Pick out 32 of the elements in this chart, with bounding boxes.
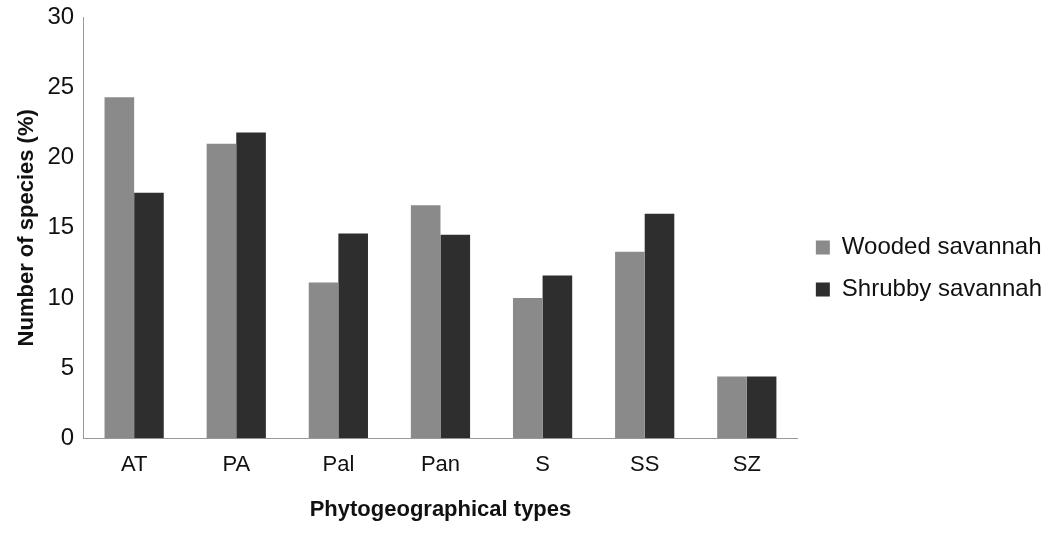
y-tick-label: 0: [60, 422, 75, 450]
x-axis-title: Phytogeographical types: [309, 495, 572, 521]
bar: [440, 234, 471, 439]
bar: [104, 97, 135, 439]
x-tick-label: Pal: [322, 451, 355, 477]
y-tick-label: 25: [47, 72, 75, 100]
legend-label: Shrubby savannah: [841, 274, 1043, 302]
bar: [134, 192, 164, 439]
bar: [542, 275, 573, 439]
bar: [746, 376, 777, 439]
x-tick-label: S: [535, 451, 550, 477]
x-tick-label: AT: [120, 451, 148, 477]
bar: [615, 251, 645, 439]
y-tick-label: 5: [60, 352, 75, 380]
bar: [338, 233, 368, 439]
bar: [410, 205, 441, 439]
y-tick-label: 15: [47, 212, 75, 240]
bar: [717, 376, 747, 439]
y-tick-label: 10: [47, 282, 75, 310]
bar: [512, 297, 543, 439]
y-tick-label: 20: [47, 142, 75, 170]
y-axis-title: Number of species (%): [13, 109, 39, 347]
x-tick-label: SZ: [732, 451, 761, 477]
y-tick-label: 30: [47, 2, 75, 30]
x-tick-label: SS: [630, 451, 660, 477]
x-tick-label: Pan: [420, 451, 461, 477]
bar: [644, 213, 675, 439]
x-tick-label: PA: [222, 451, 251, 477]
bar: [206, 143, 237, 439]
bar: [308, 282, 339, 439]
bar: [236, 132, 266, 439]
legend-label: Wooded savannah: [841, 232, 1042, 260]
